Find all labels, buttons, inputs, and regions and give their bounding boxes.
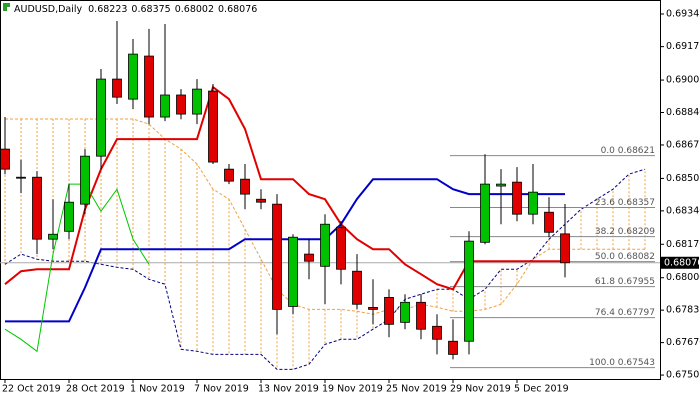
- x-tick-label: 19 Nov 2019: [322, 384, 383, 395]
- fib-label: 100.0 0.67543: [589, 358, 655, 368]
- header-low: 0.68002: [175, 4, 214, 15]
- x-tick-label: 25 Nov 2019: [386, 384, 447, 395]
- candle-body: [160, 94, 170, 118]
- candle-body: [560, 233, 570, 264]
- candle-body: [192, 88, 202, 115]
- header-high: 0.68375: [131, 4, 170, 15]
- x-tick-label: 7 Nov 2019: [194, 384, 249, 395]
- candle-body: [16, 176, 26, 179]
- x-tick-label: 1 Nov 2019: [130, 384, 185, 395]
- candle-body: [416, 301, 426, 330]
- candle-body: [208, 90, 218, 163]
- price-tag: 0.68076: [661, 256, 700, 269]
- symbol-title: AUDUSD,Daily: [14, 4, 83, 15]
- candle-body: [368, 307, 378, 310]
- symbol-icon: [3, 3, 10, 11]
- header: AUDUSD,Daily 0.68223 0.68375 0.68002 0.68076: [14, 4, 257, 15]
- fib-label: 50.0 0.68082: [595, 252, 655, 262]
- fib-label: 23.6 0.68357: [595, 198, 655, 208]
- candle-body: [352, 270, 362, 305]
- candle-body: [448, 340, 458, 355]
- y-tick-label: 0.69175: [666, 41, 700, 52]
- candle-body: [544, 211, 554, 233]
- y-tick-label: 0.67505: [666, 370, 700, 381]
- x-tick-label: 13 Nov 2019: [258, 384, 319, 395]
- candle-body: [304, 253, 314, 262]
- candle-body: [112, 78, 122, 98]
- candle-body: [144, 55, 154, 118]
- candle-body: [432, 325, 442, 340]
- candle-body: [320, 223, 330, 267]
- candle-body: [288, 236, 298, 307]
- price-tag-label: 0.68076: [664, 257, 700, 268]
- header-open: 0.68223: [88, 4, 127, 15]
- fib-label: 0.0 0.68621: [601, 146, 655, 156]
- candle-body: [32, 176, 42, 240]
- candle-body: [80, 155, 90, 205]
- cloud-span: [4, 168, 646, 370]
- indicator-line: [4, 183, 150, 353]
- candle-body: [224, 168, 234, 182]
- cloud-span: [5, 118, 645, 315]
- plot: 0.0 0.68621 23.6 0.68357 38.2 0.68209 50.0 …: [0, 21, 660, 370]
- candle-body: [384, 296, 394, 325]
- y-tick-label: 0.69341: [666, 8, 700, 19]
- candle-body: [272, 203, 282, 310]
- y-tick-label: 0.67835: [666, 305, 700, 316]
- candle-body: [240, 178, 250, 195]
- candle-body: [400, 301, 410, 323]
- candle-body: [64, 201, 74, 232]
- candle-body: [496, 183, 506, 187]
- x-tick-label: 5 Dec 2019: [514, 384, 569, 395]
- candle-body: [96, 78, 106, 157]
- candle-body: [464, 240, 474, 342]
- candle-body: [512, 181, 522, 215]
- candle-body: [48, 233, 58, 240]
- fib-label: 38.2 0.68209: [595, 227, 655, 237]
- header-close: 0.68076: [218, 4, 257, 15]
- candle-body: [256, 198, 266, 203]
- y-tick-label: 0.69005: [666, 75, 700, 86]
- candle-body: [528, 191, 538, 215]
- x-tick-label: 29 Nov 2019: [450, 384, 511, 395]
- y-tick-label: 0.68505: [666, 173, 700, 184]
- indicator-line: [5, 178, 565, 323]
- x-tick-label: 22 Oct 2019: [2, 384, 61, 395]
- fib-label: 76.4 0.67797: [595, 308, 655, 318]
- fib-label: 61.8 0.67955: [595, 277, 655, 287]
- candle-body: [336, 226, 346, 270]
- candle-body: [0, 148, 10, 170]
- plot-frame: [0, 0, 661, 380]
- candle-body: [128, 53, 138, 100]
- y-tick-label: 0.68675: [666, 139, 700, 150]
- candle-body: [480, 183, 490, 243]
- candle-body: [176, 94, 186, 115]
- x-tick-label: 28 Oct 2019: [66, 384, 125, 395]
- price-tag-box: [661, 256, 699, 269]
